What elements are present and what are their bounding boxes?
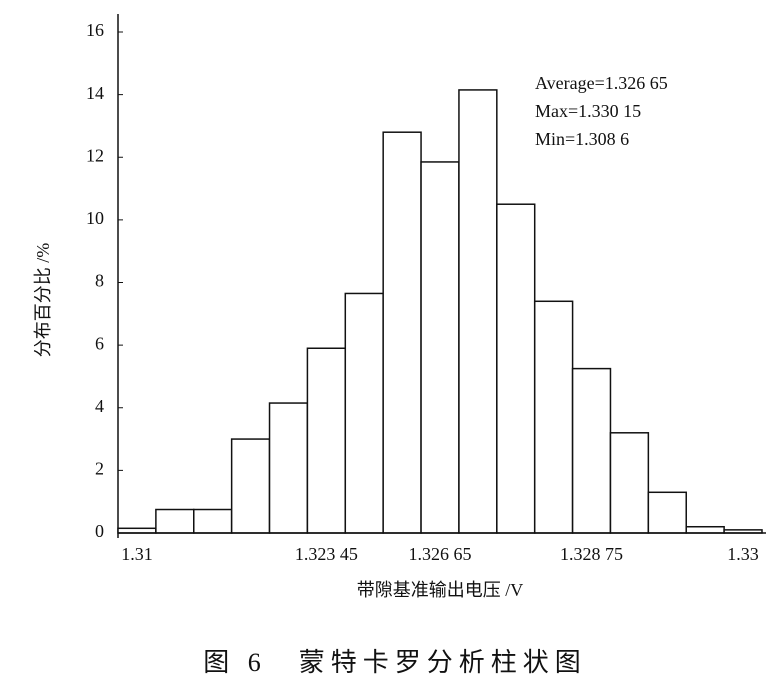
caption: 图 6 蒙特卡罗分析柱状图 [203, 648, 587, 677]
x-tick-label: 1.326 65 [409, 544, 472, 564]
y-axis-label: 分布百分比 /% [33, 243, 53, 358]
y-tick-label: 2 [95, 459, 104, 479]
annotation: Average=1.326 65 [535, 73, 668, 93]
bar [306, 347, 347, 534]
x-tick-label: 1.33 [727, 544, 759, 564]
y-tick-label: 6 [95, 333, 104, 353]
bar [533, 300, 574, 534]
y-tick-label: 12 [86, 145, 104, 165]
bar [382, 131, 422, 534]
bar [609, 432, 650, 534]
bar [268, 402, 309, 534]
bar [230, 438, 271, 534]
bar [496, 203, 536, 534]
bar [458, 89, 498, 534]
annotation: Min=1.308 6 [535, 129, 629, 149]
x-tick-label: 1.328 75 [560, 544, 623, 564]
y-tick-label: 14 [86, 83, 104, 103]
x-tick-label: 1.31 [121, 544, 153, 564]
x-axis-label: 带隙基准输出电压 /V [357, 580, 524, 600]
bar [344, 292, 384, 534]
y-tick-label: 0 [95, 521, 104, 541]
bar [420, 161, 460, 534]
y-tick-label: 8 [95, 271, 104, 291]
bar [685, 525, 725, 534]
bar [193, 508, 233, 534]
bar [647, 491, 687, 534]
bar [571, 367, 612, 534]
y-tick-label: 10 [86, 208, 104, 228]
x-tick-label: 1.323 45 [295, 544, 358, 564]
bar [155, 508, 195, 534]
y-tick-label: 16 [86, 20, 104, 40]
y-tick-label: 4 [95, 396, 104, 416]
annotation: Max=1.330 15 [535, 101, 641, 121]
